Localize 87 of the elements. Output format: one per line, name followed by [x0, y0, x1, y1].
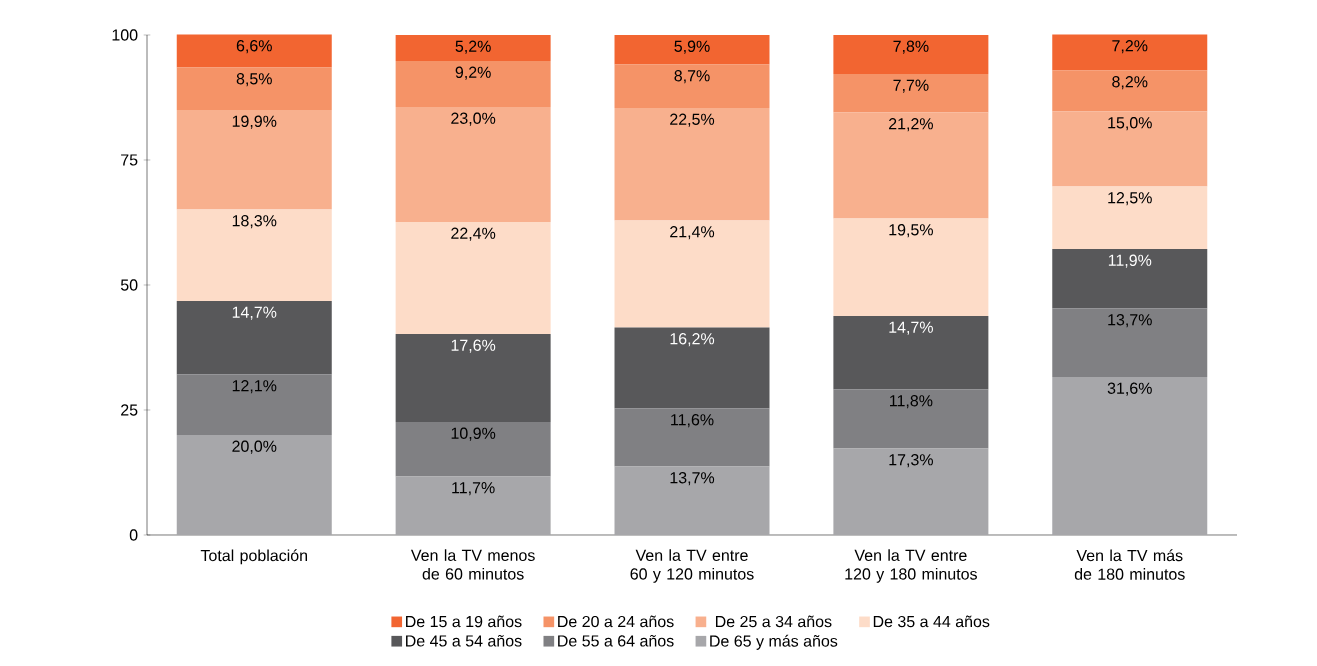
- bar: [833, 34, 989, 74]
- data-label: 23,0%: [451, 112, 496, 126]
- bar: [833, 389, 989, 449]
- bar: [1052, 376, 1208, 535]
- data-label: 9,2%: [455, 66, 491, 80]
- data-label: 20,0%: [232, 440, 277, 454]
- x-tick-label: Total población: [200, 549, 308, 565]
- bar: [833, 73, 989, 113]
- data-label: 18,3%: [232, 215, 277, 229]
- data-label: 22,5%: [670, 113, 715, 127]
- y-tick-label: 100: [112, 29, 138, 41]
- legend-label: De 15 a 19 años: [406, 615, 522, 628]
- data-label: 16,2%: [670, 333, 715, 347]
- data-label: 8,5%: [236, 73, 272, 87]
- data-label: 14,7%: [889, 321, 933, 335]
- legend-label: De 20 a 24 años: [558, 615, 674, 628]
- data-label: 11,6%: [671, 414, 714, 428]
- data-label: 21,2%: [889, 118, 933, 132]
- y-tick-label: 50: [120, 279, 138, 291]
- data-label: 12,1%: [232, 380, 277, 394]
- bar: [176, 34, 332, 68]
- data-label: 10,9%: [451, 427, 496, 441]
- bar: [176, 374, 332, 435]
- legend-label: De 35 a 44 años: [873, 615, 990, 628]
- bar: [614, 107, 770, 221]
- bar: [395, 34, 551, 61]
- data-label: 8,7%: [674, 70, 710, 84]
- data-label: 22,4%: [451, 227, 496, 241]
- x-tick-label: Ven la TV entre 60 y 120 minutos: [630, 549, 754, 583]
- bar: [1052, 111, 1208, 187]
- y-tick-label: 25: [121, 404, 138, 416]
- x-tick-label: Ven la TV entre 120 y 180 minutos: [845, 549, 977, 583]
- legend-label: De 55 a 64 años: [558, 634, 674, 647]
- data-label: 6,6%: [236, 40, 272, 54]
- data-label: 11,8%: [890, 395, 933, 409]
- bar: [176, 109, 332, 210]
- bar: [833, 448, 989, 535]
- data-label: 15,0%: [1108, 117, 1152, 131]
- x-tick-label: Ven la TV menos de 60 minutos: [410, 549, 535, 580]
- bar: [395, 106, 551, 222]
- bar: [395, 60, 551, 107]
- bar: [614, 64, 770, 108]
- data-label: 13,7%: [670, 472, 715, 486]
- legend-label: De 25 a 34 años: [715, 615, 832, 628]
- data-label: 14,7%: [232, 306, 277, 320]
- data-label: 19,5%: [889, 224, 933, 238]
- data-label: 5,2%: [455, 40, 491, 54]
- data-label: 19,9%: [232, 115, 277, 129]
- data-label: 17,3%: [889, 454, 933, 468]
- bar: [176, 67, 332, 110]
- bar: [614, 220, 770, 328]
- bar: [1052, 308, 1208, 377]
- bar: [833, 218, 989, 316]
- bar: [1052, 248, 1208, 309]
- bar: [1052, 70, 1208, 112]
- legend-label: De 45 a 54 años: [406, 634, 522, 647]
- bar: [614, 408, 770, 467]
- data-label: 7,2%: [1112, 40, 1148, 54]
- data-label: 7,7%: [893, 79, 929, 93]
- bar: [176, 300, 332, 375]
- bar: [1052, 186, 1208, 249]
- data-label: 21,4%: [670, 226, 715, 240]
- bar: [395, 221, 551, 334]
- bar: [395, 421, 551, 477]
- bar: [395, 333, 551, 422]
- bar: [614, 327, 770, 409]
- bar: [395, 476, 551, 535]
- bar: [614, 34, 770, 65]
- data-label: 17,6%: [451, 339, 496, 353]
- bar: [176, 434, 332, 535]
- data-label: 11,7%: [452, 482, 495, 496]
- data-label: 31,6%: [1107, 382, 1152, 396]
- data-label: 8,2%: [1112, 76, 1148, 90]
- data-label: 11,9%: [1108, 254, 1152, 268]
- legend-label: De 65 y más años: [710, 634, 838, 650]
- bar: [833, 112, 989, 219]
- data-label: 13,7%: [1108, 314, 1152, 328]
- data-label: 5,9%: [674, 40, 710, 54]
- data-label: 12,5%: [1108, 192, 1152, 206]
- x-tick-label: Ven la TV más de 180 minutos: [1074, 549, 1185, 580]
- data-label: 7,8%: [893, 40, 929, 54]
- bar: [176, 209, 332, 301]
- bar: [1052, 34, 1208, 71]
- bar: [833, 315, 989, 390]
- y-tick-label: 75: [121, 154, 138, 166]
- bar: [614, 466, 770, 535]
- y-tick-label: 0: [129, 529, 138, 541]
